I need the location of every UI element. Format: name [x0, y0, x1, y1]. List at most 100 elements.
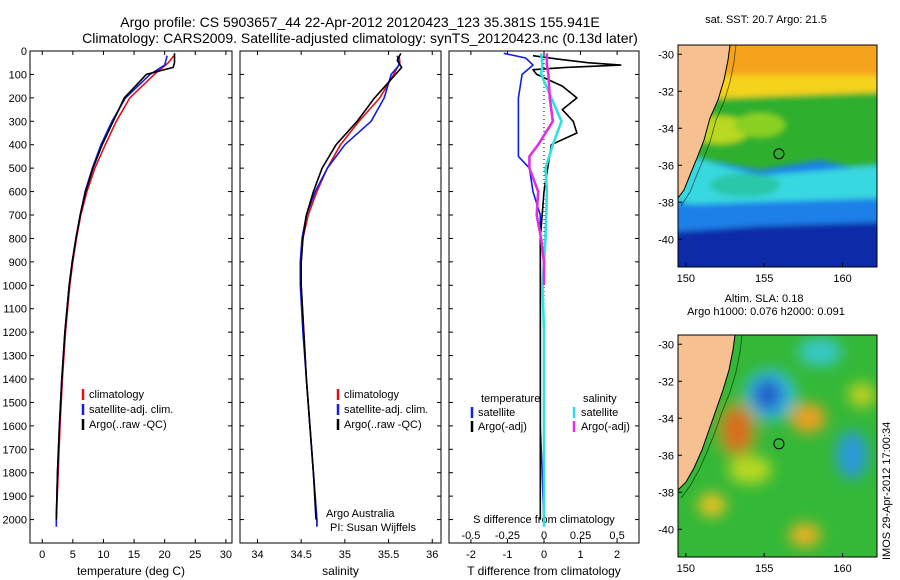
sst-map: sat. SST: 20.7 Argo: 21.5 150 155 160 -30 -3… [658, 14, 878, 285]
sla-argo-marker [773, 438, 785, 450]
temperature-xtick-label: 5 [70, 549, 76, 561]
imos-stamp: IMOS 29-Apr-2012 17:00:34 [881, 422, 893, 560]
sla-high-east [790, 403, 826, 433]
sla-map-frame [677, 334, 878, 558]
temperature-xaxis-label: temperature (deg C) [77, 564, 185, 578]
salinity-panel: 34 34.5 35 35.5 36 salinity climatology satelli… [239, 50, 442, 578]
s-diff-tick-label: -0.5 [461, 530, 480, 542]
differences-xtick-label: 2 [614, 549, 620, 561]
salinity-xtick-label: 36 [426, 549, 438, 561]
sla-high-west-halo [715, 400, 759, 460]
depth-tick-label: 800 [9, 233, 27, 245]
sla-lon-label: 150 [677, 563, 695, 575]
sla-high-east2 [728, 456, 772, 484]
s-diff-tick-label: -0.25 [495, 530, 520, 542]
sla-low-ring [750, 375, 786, 415]
sla-coast-outline [680, 335, 743, 499]
depth-tick-label: 1400 [3, 374, 27, 386]
sst-map-frame [677, 44, 878, 268]
sla-land [678, 335, 735, 490]
sla-lat-label: -40 [658, 524, 674, 536]
sst-lon-label: 155 [755, 273, 773, 285]
s-diff-tick-label: 0 [541, 530, 547, 542]
figure-title-line1: Argo profile: CS 5903657_44 22-Apr-2012 … [120, 14, 600, 30]
sla-coastline [678, 335, 736, 491]
sst-lat-label: -34 [658, 123, 674, 135]
differences-series-argo [532, 54, 622, 520]
depth-tick-label: 1600 [3, 421, 27, 433]
temperature-xtick-label: 25 [189, 549, 201, 561]
differences-series-satellite_salinity [539, 53, 563, 527]
depth-tick-label: 1800 [3, 468, 27, 480]
temperature-xtick-label: 15 [128, 549, 140, 561]
salinity-xtick-label: 34 [251, 549, 263, 561]
temperature-xtick-label: 30 [220, 549, 232, 561]
sst-lon-label: 150 [677, 273, 695, 285]
depth-tick-label: 700 [9, 210, 27, 222]
sst-map-title: sat. SST: 20.7 Argo: 21.5 [705, 14, 827, 26]
depth-tick-label: 2000 [3, 515, 27, 527]
sla-map: Altim. SLA: 0.18 Argo h1000: 0.076 h2000… [658, 293, 878, 575]
sst-argo-marker [773, 148, 785, 160]
salinity-xtick-label: 34.5 [290, 549, 311, 561]
sla-lat-label: -32 [658, 376, 674, 388]
differences-xaxis-label: T difference from climatology [467, 564, 621, 578]
sla-high-far-east [848, 383, 876, 407]
depth-tick-label: 1200 [3, 327, 27, 339]
temperature-legend-label: climatology [89, 389, 145, 401]
salinity-xaxis-label: salinity [322, 564, 359, 578]
diff-legend-salinity-title: salinity [583, 393, 617, 405]
depth-tick-label: 1100 [3, 304, 27, 316]
diff-legend-s-label: Argo(-adj) [581, 421, 630, 433]
temperature-axes-frame [29, 50, 233, 544]
differences-xtick-label: -1 [503, 549, 513, 561]
diff-legend-temperature-title: temperature [481, 393, 540, 405]
depth-tick-label: 900 [9, 257, 27, 269]
diff-legend-t-label: Argo(-adj) [478, 421, 527, 433]
sla-high-south [698, 493, 726, 517]
sst-lat-label: -38 [658, 197, 674, 209]
sla-low-north [798, 338, 842, 366]
sst-coast-outline-green [680, 45, 737, 207]
temperature-xtick-label: 0 [39, 549, 45, 561]
differences-xtick-label: 1 [577, 549, 583, 561]
temperature-series-group [55, 53, 176, 527]
depth-tick-label: 600 [9, 187, 27, 199]
sla-lat-label: -36 [658, 450, 674, 462]
difference-panel: -2 -1 0 1 2-0.5 -0.25 0 0.25 0.5S difference fro… [448, 50, 640, 578]
sst-patch-teal [710, 173, 780, 197]
s-diff-tick-label: 0.25 [570, 530, 591, 542]
temperature-legend-label: satellite-adj. clim. [89, 404, 173, 416]
differences-xtick-label: 0 [541, 549, 547, 561]
temperature-xtick-label: 10 [97, 549, 109, 561]
sla-lon-label: 160 [833, 563, 851, 575]
salinity-series-argo [300, 52, 403, 520]
sla-low-east [836, 431, 868, 479]
salinity-axes-frame [239, 50, 442, 544]
depth-tick-label: 400 [9, 140, 27, 152]
sst-patch-lime [735, 113, 785, 137]
temperature-panel: 0100200300400500600700800900100011001200… [3, 46, 233, 578]
temperature-legend-label: Argo(..raw -QC) [89, 419, 167, 431]
sst-band-darkblue [678, 222, 877, 267]
depth-tick-label: 1300 [3, 351, 27, 363]
depth-tick-label: 1500 [3, 397, 27, 409]
sla-lat-label: -38 [658, 487, 674, 499]
salinity-legend-label: climatology [344, 389, 400, 401]
figure-title-line2: Climatology: CARS2009. Satellite-adjuste… [82, 30, 638, 46]
salinity-xtick-label: 35 [339, 549, 351, 561]
s-diff-tick-label: 0.5 [609, 530, 624, 542]
sla-map-title-line2: Argo h1000: 0.076 h2000: 0.091 [687, 306, 845, 318]
differences-series-argo_salinity [528, 53, 555, 286]
depth-tick-label: 300 [9, 116, 27, 128]
sst-lat-label: -32 [658, 86, 674, 98]
sla-map-title-line1: Altim. SLA: 0.18 [725, 293, 804, 305]
sla-lon-label: 155 [755, 563, 773, 575]
argo-credit: Argo Australia [326, 508, 395, 520]
temperature-xtick-label: 20 [159, 549, 171, 561]
sst-lon-label: 160 [833, 273, 851, 285]
depth-tick-label: 500 [9, 163, 27, 175]
depth-tick-label: 100 [9, 69, 27, 81]
differences-xtick-label: -2 [466, 549, 476, 561]
